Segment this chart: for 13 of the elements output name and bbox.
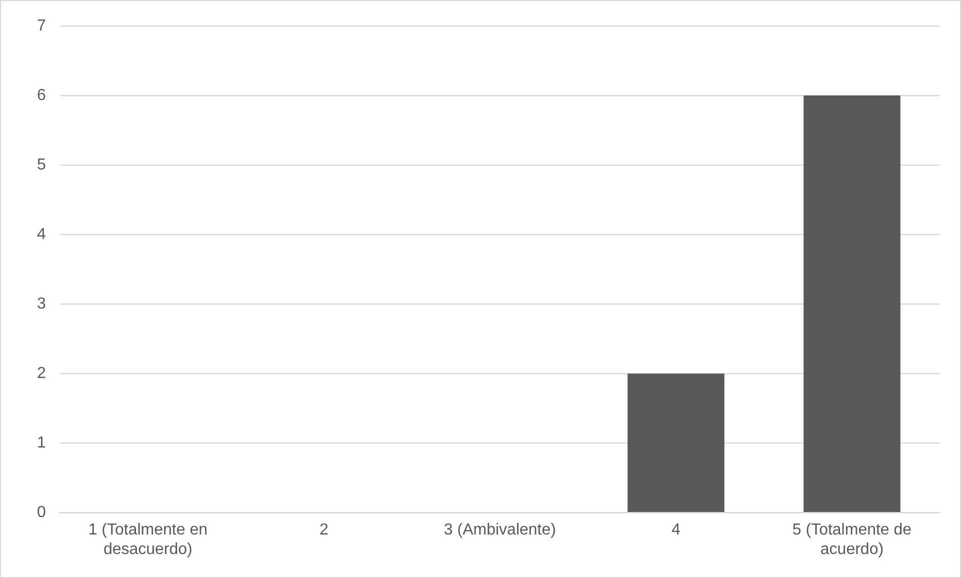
x-tick-label: 1 (Totalmente en desacuerdo) bbox=[88, 522, 208, 558]
y-tick-label: 6 bbox=[36, 86, 46, 104]
x-tick-label: 4 bbox=[672, 522, 681, 539]
y-tick-label: 0 bbox=[36, 504, 46, 522]
y-tick-label: 7 bbox=[36, 17, 46, 34]
y-tick-label: 4 bbox=[36, 226, 46, 243]
x-tick-label: 3 (Ambivalente) bbox=[444, 522, 556, 539]
y-tick-label: 1 bbox=[36, 434, 46, 452]
y-tick-label: 3 bbox=[36, 295, 46, 312]
y-tick-label: 5 bbox=[36, 156, 46, 174]
x-tick-label: 2 bbox=[319, 522, 328, 539]
x-tick-label: 5 (Totalmente de acuerdo) bbox=[792, 522, 912, 558]
y-tick-label: 2 bbox=[36, 364, 46, 382]
